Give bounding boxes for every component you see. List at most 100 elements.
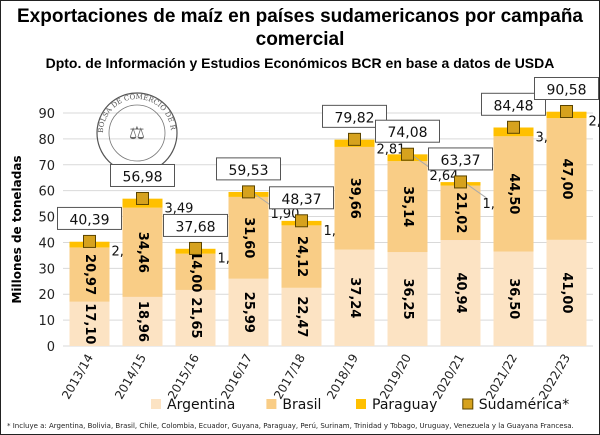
x-tick-label: 2019/20 (377, 352, 414, 402)
total-label-box (57, 206, 122, 230)
bar-brasil (493, 136, 534, 252)
marker-sudamerica (136, 191, 149, 205)
data-label-paraguay: 2,50 (589, 114, 600, 129)
data-label-argentina: 36,25 (400, 279, 415, 320)
data-label-argentina: 40,94 (453, 272, 468, 313)
marker-sudamerica (348, 132, 361, 146)
marker-sudamerica (242, 185, 255, 199)
y-tick-label: 70 (38, 159, 55, 174)
x-tick-label: 2021/22 (483, 352, 520, 402)
legend-swatch-argentina (151, 399, 161, 409)
y-axis-label: Millones de toneladas (10, 155, 24, 303)
bar-argentina (334, 249, 375, 346)
bar-brasil (175, 253, 216, 290)
legend-swatch-brasil (266, 399, 277, 409)
data-label-sudamerica: 40,39 (69, 212, 109, 228)
bar-brasil (440, 185, 481, 241)
data-label-brasil: 24,12 (294, 236, 309, 277)
total-label-box (110, 163, 175, 187)
y-tick-label: 10 (38, 314, 55, 329)
y-tick-label: 80 (38, 133, 55, 148)
scales-icon: ⚖ (129, 123, 145, 144)
data-label-sudamerica: 56,98 (122, 169, 162, 185)
y-tick-label: 40 (38, 236, 55, 251)
chart-subtitle: Dpto. de Información y Estudios Económic… (45, 55, 555, 71)
data-label-paraguay: 2,64 (430, 169, 459, 184)
data-label-argentina: 17,10 (82, 303, 97, 344)
data-label-argentina: 36,50 (506, 278, 521, 319)
bar-brasil (334, 146, 375, 250)
total-label-box (322, 104, 387, 128)
data-label-brasil: 14,00 (188, 251, 203, 292)
bar-argentina (440, 240, 481, 346)
legend-swatch-sudamérica (462, 398, 474, 410)
bar-brasil (281, 225, 322, 288)
data-label-sudamerica: 48,37 (281, 192, 321, 208)
y-tick-label: 50 (38, 211, 55, 226)
data-label-argentina: 18,96 (135, 301, 150, 342)
logo-seal: BOLSA DE COMERCIO DE ROSARIO (1, 1, 178, 174)
total-label-box (163, 213, 228, 237)
bar-argentina (281, 287, 322, 346)
leader-line (466, 183, 487, 199)
data-label-brasil: 31,60 (241, 217, 256, 258)
marker-sudamerica (83, 234, 96, 248)
total-label-box (428, 147, 493, 171)
legend-swatch-paraguay (356, 399, 366, 409)
data-label-sudamerica: 74,08 (387, 125, 427, 141)
marker-sudamerica (560, 104, 573, 118)
bar-argentina (228, 278, 269, 346)
data-label-brasil: 34,46 (135, 232, 150, 273)
bar-argentina (69, 301, 110, 346)
data-label-brasil: 47,00 (559, 158, 574, 199)
marker-sudamerica (401, 147, 414, 161)
marker-sudamerica (189, 241, 202, 255)
data-label-brasil: 35,14 (400, 186, 415, 227)
total-label-box (375, 119, 440, 143)
data-label-brasil: 21,02 (453, 192, 468, 233)
data-label-sudamerica: 37,68 (175, 219, 215, 235)
total-label-box (269, 186, 334, 210)
x-tick-label: 2020/21 (430, 352, 467, 402)
y-tick-label: 90 (38, 107, 55, 122)
x-tick-label: 2017/18 (271, 352, 308, 402)
legend-label: Paraguay (372, 397, 437, 413)
legend-label: Argentina (167, 397, 235, 413)
data-label-sudamerica: 59,53 (228, 163, 268, 179)
x-tick-label: 2016/17 (218, 352, 255, 402)
bar-argentina (175, 289, 216, 346)
data-label-argentina: 41,00 (559, 272, 574, 313)
data-label-argentina: 21,65 (188, 297, 203, 338)
data-label-brasil: 44,50 (506, 173, 521, 214)
bar-brasil (387, 161, 428, 253)
footnote: * Incluye a: Argentina, Bolivia, Brasil,… (7, 422, 574, 430)
bar-brasil (122, 207, 163, 297)
y-tick-label: 20 (38, 288, 55, 303)
bar-brasil (546, 118, 587, 240)
data-label-paraguay: 2,81 (377, 142, 406, 157)
bar-argentina (387, 252, 428, 346)
chart-title: Exportaciones de maíz en países sudameri… (17, 6, 583, 50)
x-tick-label: 2018/19 (324, 352, 361, 402)
legend-label: Brasil (282, 397, 321, 413)
y-tick-label: 60 (38, 185, 55, 200)
bar-argentina (122, 296, 163, 346)
data-label-sudamerica: 79,82 (334, 110, 374, 126)
legend-label: Sudamérica* (479, 397, 569, 413)
data-label-paraguay: 1,90 (271, 207, 300, 222)
data-label-sudamerica: 63,37 (440, 153, 480, 169)
data-label-argentina: 25,99 (241, 292, 256, 333)
marker-sudamerica (507, 120, 520, 134)
data-label-brasil: 20,97 (82, 254, 97, 295)
marker-sudamerica (295, 214, 308, 228)
bar-brasil (228, 196, 269, 279)
data-label-sudamerica: 90,58 (546, 82, 586, 98)
data-label-argentina: 37,24 (347, 277, 362, 318)
data-label-argentina: 22,47 (294, 296, 309, 337)
y-tick-label: 0 (47, 340, 55, 355)
total-label-box (216, 157, 281, 181)
total-label-box (534, 76, 599, 100)
marker-sudamerica (454, 175, 467, 189)
